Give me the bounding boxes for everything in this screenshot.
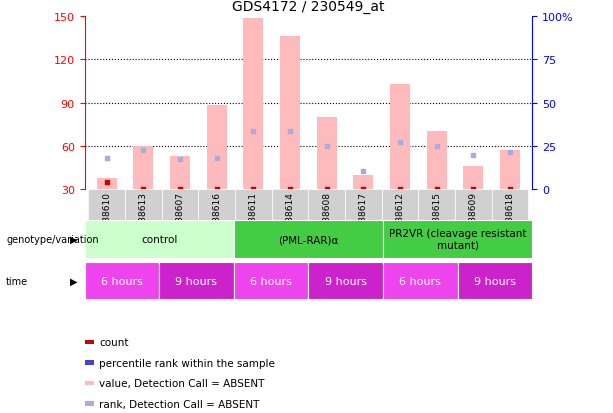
Text: GSM538617: GSM538617 bbox=[359, 192, 368, 247]
Text: 9 hours: 9 hours bbox=[325, 276, 367, 286]
Text: 6 hours: 6 hours bbox=[399, 276, 441, 286]
Point bbox=[359, 187, 368, 193]
Bar bbox=[308, 190, 345, 254]
Bar bbox=[390, 85, 410, 190]
Bar bbox=[234, 262, 308, 299]
Point bbox=[102, 155, 112, 161]
Point bbox=[395, 139, 405, 146]
Text: GSM538614: GSM538614 bbox=[286, 192, 294, 247]
Point bbox=[432, 187, 441, 193]
Bar bbox=[455, 190, 492, 254]
Text: GSM538607: GSM538607 bbox=[175, 192, 185, 247]
Point bbox=[322, 187, 332, 193]
Title: GDS4172 / 230549_at: GDS4172 / 230549_at bbox=[232, 0, 384, 14]
Bar bbox=[419, 190, 455, 254]
Text: PR2VR (cleavage resistant
mutant): PR2VR (cleavage resistant mutant) bbox=[389, 229, 526, 250]
Bar bbox=[308, 262, 383, 299]
Point bbox=[395, 187, 405, 193]
Point bbox=[468, 152, 478, 159]
Bar bbox=[382, 190, 419, 254]
Bar bbox=[85, 221, 234, 258]
Bar bbox=[243, 19, 264, 190]
Point bbox=[505, 149, 515, 156]
Bar bbox=[85, 361, 94, 365]
Text: time: time bbox=[6, 276, 28, 286]
Point bbox=[359, 168, 368, 174]
Text: control: control bbox=[141, 235, 177, 244]
Bar bbox=[207, 106, 227, 190]
Text: GSM538610: GSM538610 bbox=[102, 192, 111, 247]
Text: GSM538616: GSM538616 bbox=[212, 192, 221, 247]
Point bbox=[285, 129, 295, 135]
Text: GSM538613: GSM538613 bbox=[139, 192, 148, 247]
Bar bbox=[345, 190, 382, 254]
Text: count: count bbox=[99, 337, 129, 347]
Text: 6 hours: 6 hours bbox=[101, 276, 143, 286]
Text: rank, Detection Call = ABSENT: rank, Detection Call = ABSENT bbox=[99, 399, 260, 408]
Point bbox=[139, 187, 148, 193]
Bar bbox=[272, 190, 308, 254]
Bar bbox=[492, 190, 528, 254]
Text: value, Detection Call = ABSENT: value, Detection Call = ABSENT bbox=[99, 378, 265, 388]
Text: ▶: ▶ bbox=[70, 235, 78, 244]
Bar bbox=[162, 190, 198, 254]
Bar bbox=[85, 381, 94, 385]
Bar bbox=[234, 221, 383, 258]
Bar bbox=[500, 151, 520, 190]
Bar bbox=[85, 401, 94, 406]
Text: 9 hours: 9 hours bbox=[175, 276, 218, 286]
Point bbox=[468, 187, 478, 193]
Text: percentile rank within the sample: percentile rank within the sample bbox=[99, 358, 275, 368]
Bar bbox=[235, 190, 272, 254]
Bar bbox=[85, 262, 159, 299]
Bar bbox=[427, 132, 447, 190]
Bar bbox=[353, 176, 373, 190]
Point bbox=[211, 155, 221, 161]
Text: ▶: ▶ bbox=[70, 276, 78, 286]
Bar bbox=[198, 190, 235, 254]
Text: genotype/variation: genotype/variation bbox=[6, 235, 99, 244]
Point bbox=[102, 179, 112, 186]
Point bbox=[322, 143, 332, 150]
Point bbox=[139, 148, 148, 154]
Bar bbox=[125, 190, 162, 254]
Text: GSM538609: GSM538609 bbox=[469, 192, 478, 247]
Bar bbox=[316, 118, 337, 190]
Text: GSM538618: GSM538618 bbox=[506, 192, 514, 247]
Text: GSM538608: GSM538608 bbox=[322, 192, 331, 247]
Bar bbox=[457, 262, 532, 299]
Text: 9 hours: 9 hours bbox=[474, 276, 516, 286]
Text: GSM538611: GSM538611 bbox=[249, 192, 258, 247]
Point bbox=[248, 187, 258, 193]
Bar bbox=[280, 37, 300, 190]
Point bbox=[211, 187, 221, 193]
Bar bbox=[170, 157, 190, 190]
Point bbox=[432, 143, 441, 150]
Bar bbox=[383, 262, 457, 299]
Point bbox=[248, 129, 258, 135]
Text: (PML-RAR)α: (PML-RAR)α bbox=[278, 235, 338, 244]
Text: GSM538612: GSM538612 bbox=[395, 192, 405, 247]
Bar bbox=[133, 147, 153, 190]
Point bbox=[285, 187, 295, 193]
Bar bbox=[88, 190, 125, 254]
Bar bbox=[463, 167, 484, 190]
Point bbox=[175, 156, 185, 163]
Point bbox=[505, 187, 515, 193]
Bar bbox=[383, 221, 532, 258]
Text: GSM538615: GSM538615 bbox=[432, 192, 441, 247]
Bar bbox=[85, 340, 94, 344]
Point bbox=[175, 187, 185, 193]
Bar bbox=[96, 178, 116, 190]
Bar bbox=[159, 262, 234, 299]
Text: 6 hours: 6 hours bbox=[250, 276, 292, 286]
